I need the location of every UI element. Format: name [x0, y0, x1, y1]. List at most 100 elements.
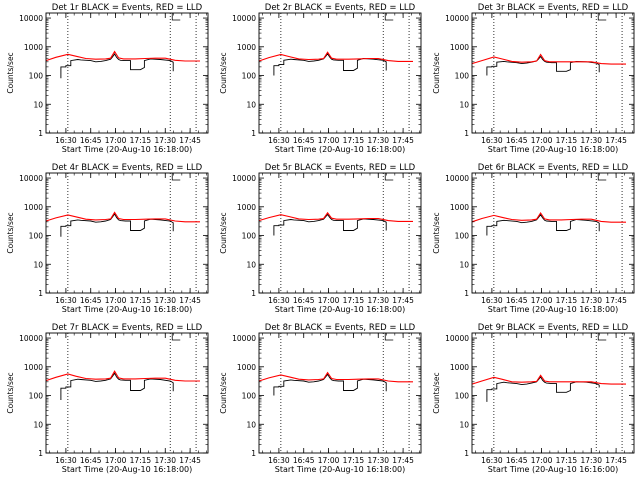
y-tick-label: 100	[455, 392, 470, 401]
y-tick-label: 1000	[237, 203, 256, 212]
x-axis-label: Start Time (20-Aug-10 16:18:00)	[62, 305, 193, 314]
chart-title: Det 2r BLACK = Events, RED = LLD	[265, 3, 416, 13]
interval-bracket	[171, 333, 181, 341]
y-tick-label: 100	[455, 72, 470, 81]
y-axis-label: Counts/sec	[6, 52, 15, 93]
series-line-lld	[471, 374, 626, 385]
plot-frame	[471, 172, 635, 294]
chart-title: Det 9r BLACK = Events, RED = LLD	[478, 323, 629, 333]
y-tick-label: 10000	[19, 334, 43, 343]
x-tick-label: 17:15	[343, 136, 365, 145]
x-tick-label: 16:45	[293, 296, 315, 305]
y-tick-label: 100	[242, 392, 257, 401]
y-tick-label: 100	[242, 232, 257, 241]
series-line-lld	[258, 371, 413, 383]
series-line-events	[60, 53, 174, 79]
y-tick-label: 1000	[237, 363, 256, 372]
x-tick-label: 16:30	[55, 456, 77, 465]
x-tick-label: 17:00	[531, 136, 553, 145]
y-axis-label: Counts/sec	[219, 212, 228, 253]
x-tick-label: 16:30	[55, 296, 77, 305]
x-tick-label: 17:30	[154, 296, 176, 305]
plot-frame	[45, 12, 209, 134]
x-tick-label: 16:45	[293, 136, 315, 145]
x-tick-label: 16:45	[80, 456, 102, 465]
x-tick-label: 16:45	[506, 136, 528, 145]
x-tick-label: 17:30	[580, 296, 602, 305]
series-line-lld	[45, 50, 200, 62]
series-line-events	[273, 373, 387, 396]
x-tick-label: 17:45	[179, 456, 201, 465]
x-tick-label: 17:00	[318, 456, 340, 465]
chart-panel-8: Det 8r BLACK = Events, RED = LLD 1 10 100 10…	[219, 323, 422, 474]
plot-frame	[471, 332, 635, 454]
chart-title: Det 8r BLACK = Events, RED = LLD	[265, 323, 416, 333]
y-axis-label: Counts/sec	[219, 372, 228, 413]
chart-panel-6: Det 6r BLACK = Events, RED = LLD 1 10 100 10…	[432, 163, 635, 314]
x-tick-label: 17:15	[130, 136, 152, 145]
y-tick-label: 10000	[232, 174, 256, 183]
x-tick-label: 17:45	[179, 296, 201, 305]
x-tick-label: 16:45	[293, 456, 315, 465]
series-line-events	[60, 372, 174, 400]
y-tick-label: 1	[38, 449, 43, 458]
y-tick-label: 10	[246, 260, 256, 269]
x-axis-label: Start Time (20-Aug-10 16:18:00)	[488, 305, 619, 314]
x-tick-label: 17:30	[580, 456, 602, 465]
x-tick-label: 16:30	[55, 136, 77, 145]
interval-bracket	[597, 173, 607, 181]
series-line-lld	[258, 211, 413, 222]
y-tick-label: 1000	[24, 363, 43, 372]
y-tick-label: 10000	[232, 14, 256, 23]
y-tick-label: 1000	[24, 43, 43, 52]
x-tick-label: 17:00	[531, 296, 553, 305]
y-tick-label: 10000	[19, 174, 43, 183]
series-line-events	[486, 213, 600, 236]
series-line-events	[60, 213, 174, 237]
x-axis-label: Start Time (20-Aug-10 16:18:00)	[62, 465, 193, 474]
y-tick-label: 1000	[450, 43, 469, 52]
x-tick-label: 17:00	[318, 296, 340, 305]
x-tick-label: 17:30	[154, 456, 176, 465]
x-tick-label: 17:00	[105, 456, 127, 465]
y-tick-label: 100	[242, 72, 257, 81]
x-tick-label: 16:30	[481, 456, 503, 465]
y-tick-label: 1	[38, 289, 43, 298]
y-tick-label: 10000	[445, 14, 469, 23]
y-axis-label: Counts/sec	[432, 372, 441, 413]
y-tick-label: 1	[251, 449, 256, 458]
interval-bracket	[597, 333, 607, 341]
x-tick-label: 17:45	[392, 136, 414, 145]
x-tick-label: 17:45	[179, 136, 201, 145]
y-tick-label: 1000	[450, 203, 469, 212]
x-tick-label: 16:45	[80, 296, 102, 305]
x-tick-label: 17:15	[556, 296, 578, 305]
x-tick-label: 17:30	[367, 136, 389, 145]
x-tick-label: 16:30	[268, 296, 290, 305]
chart-title: Det 4r BLACK = Events, RED = LLD	[52, 163, 203, 173]
x-tick-label: 17:45	[392, 296, 414, 305]
x-tick-label: 17:30	[367, 456, 389, 465]
y-tick-label: 100	[29, 232, 44, 241]
y-axis-label: Counts/sec	[6, 372, 15, 413]
plot-frame	[45, 172, 209, 294]
x-tick-label: 17:30	[580, 136, 602, 145]
y-axis-label: Counts/sec	[219, 52, 228, 93]
series-line-lld	[471, 53, 626, 65]
x-tick-label: 16:30	[481, 136, 503, 145]
interval-bracket	[171, 173, 181, 181]
series-line-events	[273, 53, 387, 76]
y-tick-label: 10	[246, 420, 256, 429]
plot-frame	[258, 12, 422, 134]
y-tick-label: 1	[38, 129, 43, 138]
x-axis-label: Start Time (20-Aug-10 16:16:00)	[488, 465, 619, 474]
y-tick-label: 100	[29, 72, 44, 81]
x-tick-label: 17:15	[343, 456, 365, 465]
y-tick-label: 10	[246, 100, 256, 109]
interval-bracket	[384, 173, 394, 181]
plot-frame	[471, 12, 635, 134]
x-axis-label: Start Time (20-Aug-10 16:18:00)	[62, 145, 193, 154]
x-tick-label: 17:15	[556, 136, 578, 145]
y-tick-label: 1	[464, 449, 469, 458]
x-tick-label: 17:00	[105, 296, 127, 305]
